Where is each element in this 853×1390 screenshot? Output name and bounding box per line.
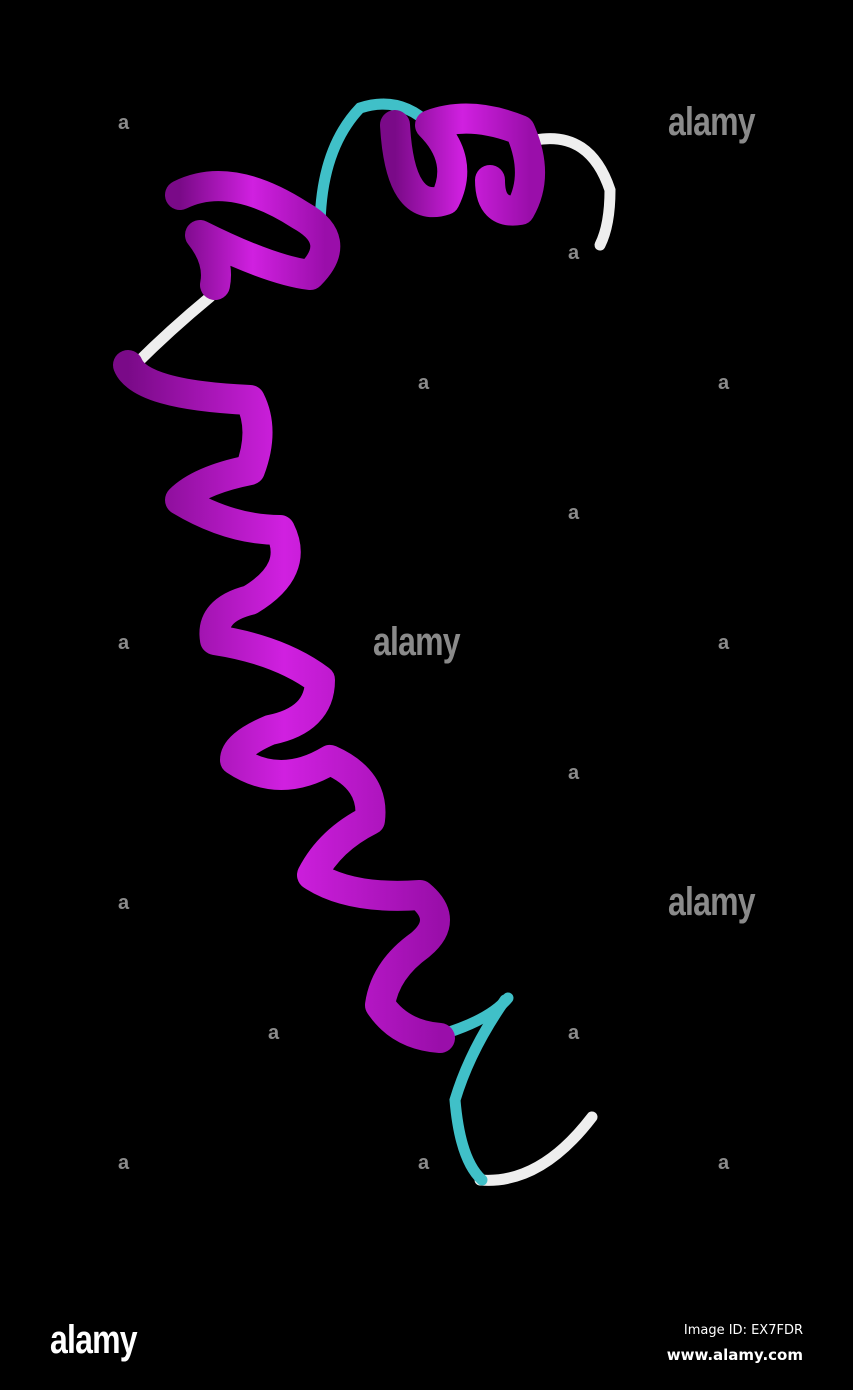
watermark: a	[418, 372, 429, 394]
alamy-logo: alamy	[50, 1318, 138, 1362]
watermark: a	[718, 1152, 729, 1174]
coil-segment	[129, 133, 616, 1186]
watermark: a	[568, 502, 579, 524]
watermark: a	[718, 632, 729, 654]
watermark: alamy	[668, 880, 756, 924]
watermark: a	[568, 242, 579, 264]
watermark: a	[118, 632, 129, 654]
watermark: a	[718, 372, 729, 394]
watermark: a	[268, 1022, 279, 1044]
watermark: alamy	[668, 100, 756, 144]
watermark: a	[118, 112, 129, 134]
watermark: alamy	[373, 620, 461, 664]
watermark: a	[118, 892, 129, 914]
watermark: a	[418, 1152, 429, 1174]
site-url: www.alamy.com	[666, 1346, 803, 1364]
helix-segment	[113, 103, 545, 1053]
watermark: a	[568, 762, 579, 784]
watermark: a	[118, 1152, 129, 1174]
image-id: Image ID: EX7FDR	[683, 1323, 803, 1338]
watermark: a	[568, 1022, 579, 1044]
